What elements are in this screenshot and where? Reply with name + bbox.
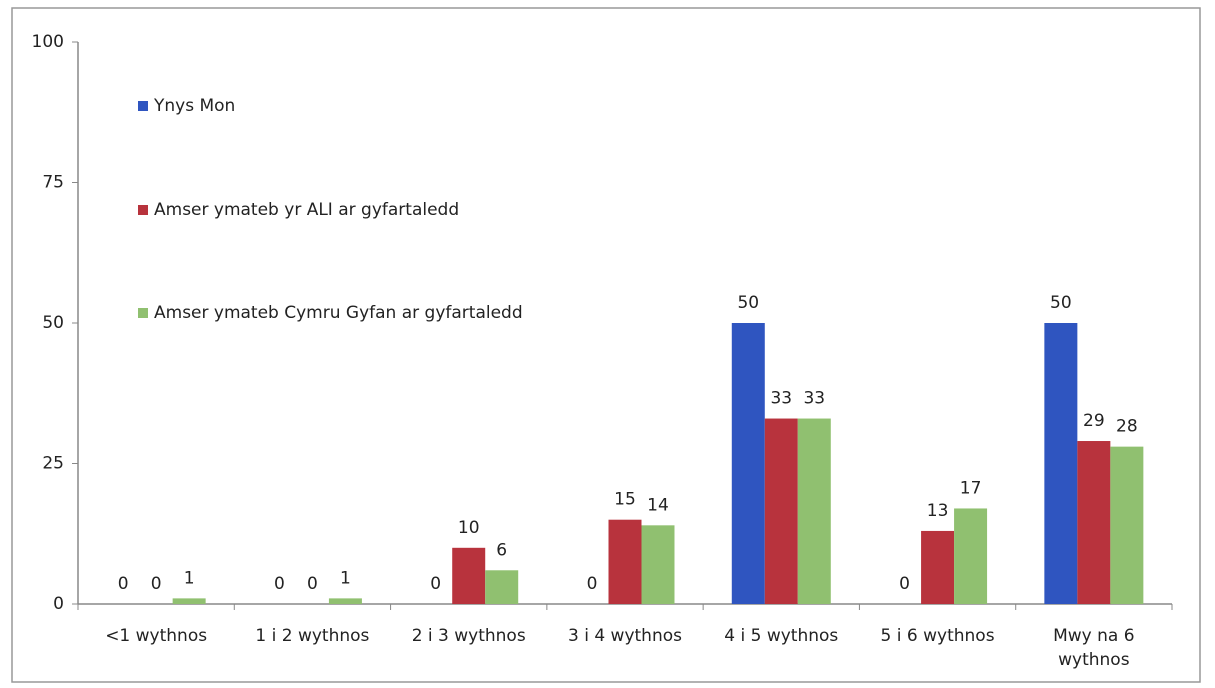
x-tick-label: 3 i 4 wythnos [567, 626, 682, 646]
data-label: 33 [803, 389, 825, 409]
bar [1077, 441, 1111, 604]
data-label: 33 [770, 389, 792, 409]
x-tick-label: 2 i 3 wythnos [411, 626, 526, 646]
data-label: 0 [899, 574, 910, 594]
bar [1110, 446, 1144, 604]
x-tick-label: 4 i 5 wythnos [724, 626, 839, 646]
legend-swatch [138, 308, 148, 318]
data-label: 6 [496, 540, 507, 560]
y-tick-label: 75 [42, 173, 64, 193]
y-tick-label: 100 [32, 32, 64, 52]
data-label: 0 [118, 574, 129, 594]
y-tick-label: 50 [42, 313, 64, 333]
data-label: 0 [307, 574, 318, 594]
data-label: 0 [274, 574, 285, 594]
bar [328, 598, 362, 604]
data-label: 10 [458, 518, 480, 538]
bar [797, 418, 831, 604]
data-label: 50 [1050, 293, 1072, 313]
bar [608, 519, 642, 604]
bar [1044, 323, 1078, 604]
x-tick-label: 1 i 2 wythnos [255, 626, 370, 646]
y-tick-label: 0 [53, 594, 64, 614]
data-label: 0 [151, 574, 162, 594]
data-label: 13 [927, 501, 949, 521]
data-label: 1 [340, 568, 351, 588]
data-label: 28 [1116, 417, 1138, 437]
bar [764, 418, 798, 604]
x-tick-label: Mwy na 6 wythnos [1053, 626, 1135, 670]
bar [452, 547, 486, 604]
bar [731, 323, 765, 604]
legend-swatch [138, 101, 148, 111]
data-label: 15 [614, 490, 636, 510]
y-tick-label: 25 [42, 454, 64, 474]
legend-swatch [138, 205, 148, 215]
data-label: 50 [737, 293, 759, 313]
x-tick-label: 5 i 6 wythnos [880, 626, 995, 646]
bar [641, 525, 675, 604]
chart-frame [11, 7, 1201, 683]
bar [172, 598, 206, 604]
bar [921, 530, 955, 604]
x-tick-label: <1 wythnos [105, 626, 208, 646]
bar [485, 570, 519, 604]
data-label: 14 [647, 495, 669, 515]
data-label: 0 [430, 574, 441, 594]
legend-label: Amser ymateb Cymru Gyfan ar gyfartaledd [154, 303, 523, 323]
data-label: 17 [960, 478, 982, 498]
legend-label: Amser ymateb yr ALI ar gyfartaledd [154, 200, 459, 220]
legend-label: Ynys Mon [153, 96, 235, 116]
data-label: 29 [1083, 411, 1105, 431]
bar [954, 508, 988, 604]
data-label: 0 [587, 574, 598, 594]
data-label: 1 [184, 568, 195, 588]
